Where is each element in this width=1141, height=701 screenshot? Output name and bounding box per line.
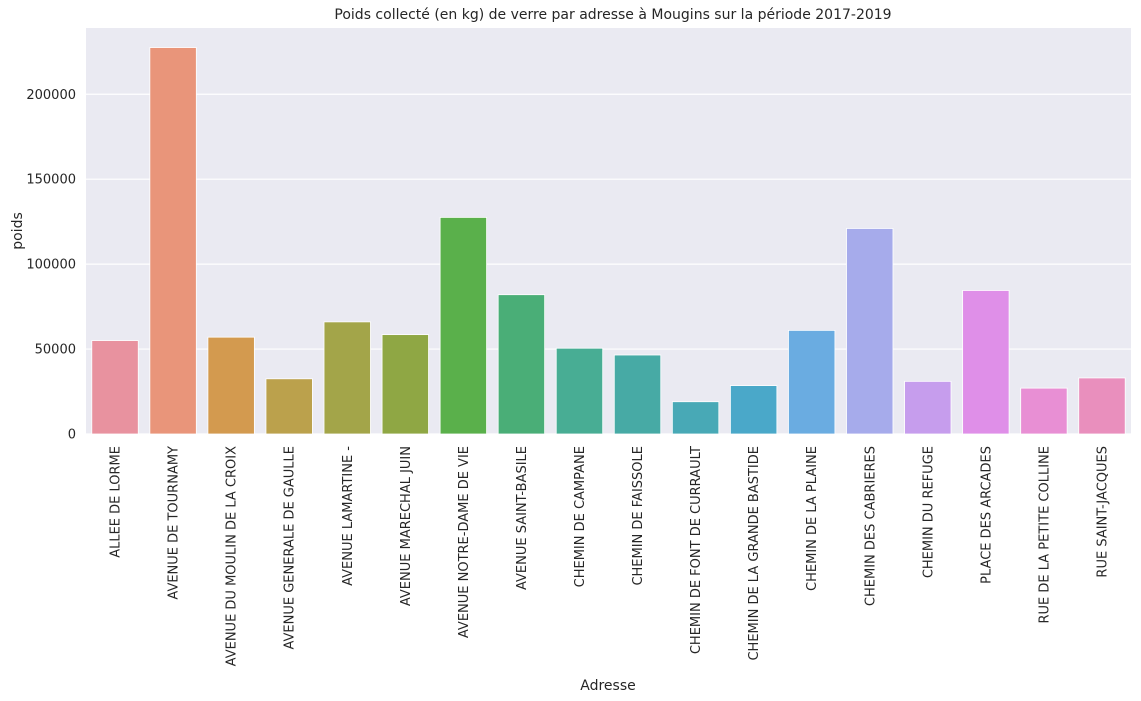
x-tick-label: AVENUE LAMARTINE -	[341, 446, 356, 586]
bar-7	[439, 217, 487, 435]
bar-10	[613, 354, 662, 435]
x-tick-label: ALLEE DE LORME	[109, 446, 124, 558]
bar-12	[730, 385, 778, 435]
bar-9	[555, 347, 604, 435]
bar-14	[846, 228, 894, 435]
y-tick-label: 150000	[26, 173, 76, 188]
x-tick-label: CHEMIN DE LA PLAINE	[805, 446, 820, 591]
x-tick-label: CHEMIN DES CABRIERES	[863, 446, 878, 606]
y-tick-label: 200000	[26, 88, 76, 103]
y-tick-label: 100000	[26, 258, 76, 273]
x-tick-label: AVENUE DU MOULIN DE LA CROIX	[225, 446, 240, 666]
x-tick-label: PLACE DES ARCADES	[979, 446, 994, 584]
y-tick-labels: 0 50000 100000 150000 200000	[26, 88, 76, 443]
x-tick-label: RUE SAINT-JACQUES	[1095, 446, 1110, 578]
x-tick-label: CHEMIN DE FAISSOLE	[631, 446, 646, 586]
x-tick-label: AVENUE NOTRE-DAME DE VIE	[457, 446, 472, 638]
x-tick-label: AVENUE DE TOURNAMY	[167, 446, 182, 600]
plot-area	[86, 28, 1131, 434]
bar-1	[91, 340, 139, 435]
x-tick-label: AVENUE SAINT-BASILE	[515, 446, 530, 590]
x-tick-label: CHEMIN DE FONT DE CURRAULT	[689, 446, 704, 654]
x-tick-label: CHEMIN DU REFUGE	[921, 446, 936, 578]
bar-4	[265, 378, 313, 435]
bar-15	[904, 380, 952, 435]
y-tick-label: 50000	[35, 343, 76, 358]
bar-16	[962, 290, 1010, 435]
bar-13	[788, 329, 836, 435]
x-tick-label: AVENUE MARECHAL JUIN	[399, 446, 414, 606]
bar-3	[207, 336, 255, 435]
x-tick-label: AVENUE GENERALE DE GAULLE	[283, 446, 298, 650]
x-tick-label: CHEMIN DE LA GRANDE BASTIDE	[747, 446, 762, 661]
x-tick-labels: ALLEE DE LORME AVENUE DE TOURNAMY AVENUE D…	[109, 446, 1111, 667]
bar-6	[381, 334, 429, 435]
x-tick-label: RUE DE LA PETITE COLLINE	[1037, 446, 1052, 624]
gridlines	[86, 93, 1131, 435]
bar-18	[1078, 377, 1126, 435]
chart-title: Poids collecté (en kg) de verre par adre…	[334, 7, 891, 23]
bar-2	[149, 47, 197, 435]
bar-17	[1020, 387, 1068, 435]
bar-11	[671, 401, 720, 435]
bars	[91, 47, 1126, 435]
bar-8	[497, 294, 546, 435]
x-tick-label: CHEMIN DE CAMPANE	[573, 446, 588, 587]
y-axis-label: poids	[10, 212, 26, 250]
x-axis-label: Adresse	[580, 678, 635, 694]
y-tick-label: 0	[68, 428, 76, 443]
bar-5	[323, 321, 371, 435]
